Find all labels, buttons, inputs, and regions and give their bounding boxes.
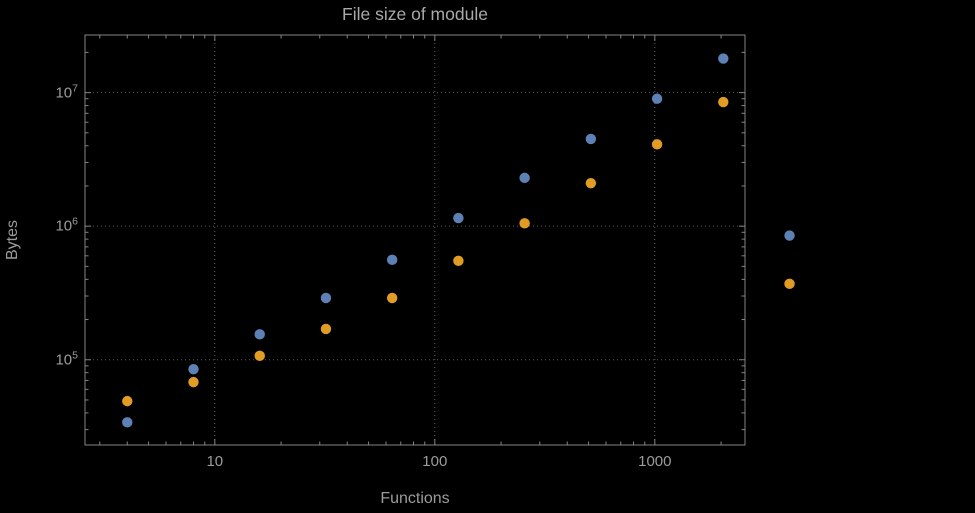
y-axis-label: Bytes (4, 219, 21, 261)
data-point-blue (651, 93, 663, 104)
data-point-blue (585, 133, 597, 145)
data-point-orange (386, 292, 398, 304)
data-point-orange (320, 323, 332, 335)
data-point-blue (519, 172, 530, 184)
data-point-blue (254, 329, 265, 340)
data-point-orange (718, 96, 729, 108)
chart-title: File size of module (342, 4, 488, 24)
data-point-orange (519, 218, 530, 229)
data-point-blue (784, 230, 795, 241)
data-point-orange (784, 278, 795, 290)
data-point-blue (320, 292, 332, 304)
data-point-blue (718, 53, 729, 64)
x-axis-label: Functions (380, 490, 450, 507)
x-tick-label: 10 (206, 453, 224, 470)
data-point-blue (122, 417, 133, 428)
y-tick-label: 106 (55, 215, 78, 235)
data-point-blue (386, 254, 398, 266)
data-point-orange (122, 395, 133, 407)
y-tick-label: 107 (55, 82, 78, 102)
y-tick-label: 105 (55, 349, 78, 369)
plot-frame (84, 34, 746, 446)
data-point-blue (188, 363, 199, 375)
x-tick-label: 100 (422, 453, 448, 470)
data-point-orange (254, 350, 265, 362)
data-point-orange (651, 139, 663, 150)
data-point-orange (453, 255, 464, 267)
data-point-orange (188, 376, 199, 388)
data-point-blue (453, 212, 464, 224)
x-tick-label: 1000 (638, 453, 672, 470)
data-point-orange (585, 177, 597, 189)
